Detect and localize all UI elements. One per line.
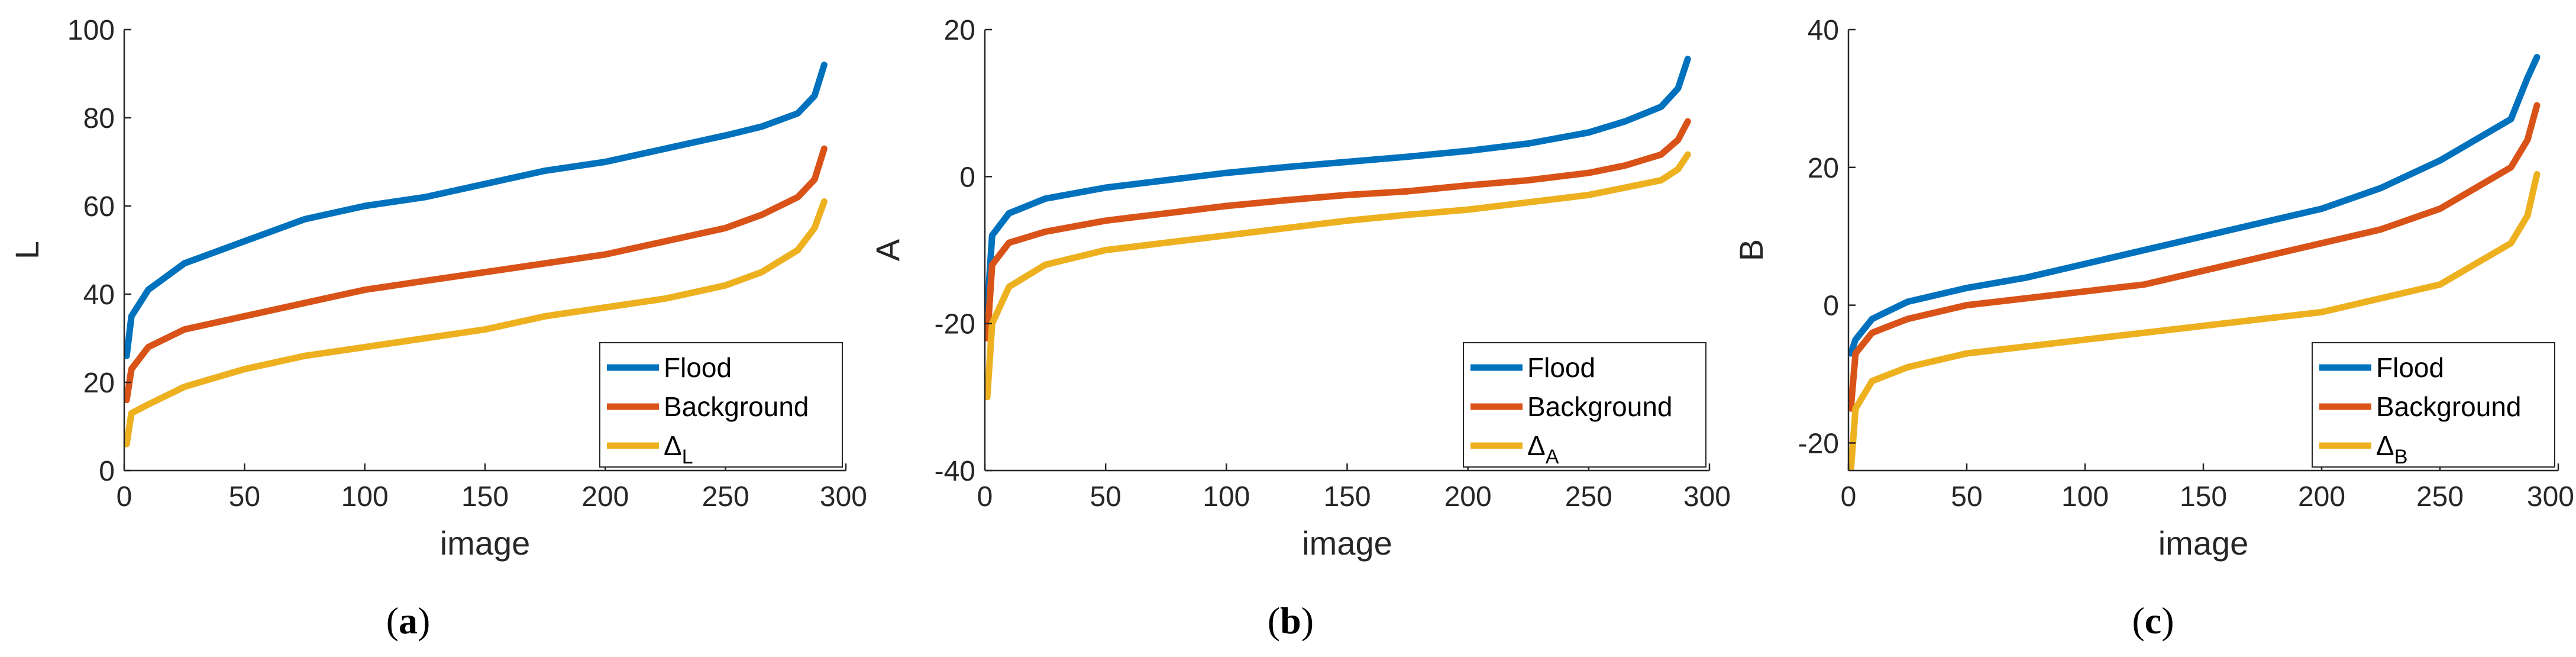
caption-open: (	[386, 600, 399, 642]
caption-close: )	[2161, 600, 2174, 642]
series-line-delta	[124, 198, 828, 447]
y-tick-label: 20	[944, 15, 975, 46]
x-tick-label: 100	[2061, 481, 2109, 513]
legend-delta-symbol: Δ	[1527, 430, 1546, 461]
series-line-flood	[124, 62, 828, 359]
x-tick-label: 0	[977, 481, 993, 513]
caption-open: (	[2132, 600, 2144, 642]
chart-panel-b: 0 50 100 150 200 250 300 -40 -20 0 20 image A Flood Ba…	[869, 15, 1731, 642]
y-tick-label: 100	[67, 15, 115, 46]
caption-letter: a	[399, 600, 418, 642]
x-tick-label: 100	[1203, 481, 1250, 513]
legend-entry-background: Background	[2376, 391, 2522, 422]
subfigure-caption: (c)	[2132, 600, 2174, 642]
x-tick-label: 250	[2416, 481, 2464, 513]
chart-panel-a: 0 50 100 150 200 250 300020406080100imageLFloo…	[8, 15, 867, 642]
chart-panel-c: 0 50 100 150 200 250 300-2002040imageBFloodBac…	[1733, 15, 2574, 642]
series-line-background	[1848, 102, 2541, 412]
x-tick-label: 200	[1444, 481, 1492, 513]
legend-subscript: L	[682, 446, 693, 468]
legend: Flood Background ΔA	[1463, 342, 1706, 468]
y-tick-label: 40	[1808, 15, 1839, 46]
y-tick-label: -40	[935, 456, 975, 487]
series-line-delta	[1848, 171, 2541, 471]
caption-open: (	[1268, 600, 1280, 642]
caption-letter: c	[2145, 600, 2161, 642]
x-tick-label: 50	[229, 481, 260, 513]
subfigure-caption: (a)	[386, 600, 431, 642]
legend-delta-symbol: Δ	[2376, 430, 2394, 461]
series-group	[1848, 54, 2541, 471]
legend-subscript: B	[2394, 446, 2408, 468]
x-tick-label: 0	[117, 481, 132, 513]
legend-entry-flood: Flood	[2376, 352, 2444, 383]
y-tick-label: 0	[1823, 291, 1839, 322]
series-group	[985, 56, 1691, 401]
x-axis-label: image	[440, 524, 531, 562]
legend-entry-background: Background	[664, 391, 809, 422]
x-tick-label: 300	[1683, 481, 1731, 513]
x-tick-label: 150	[461, 481, 509, 513]
series-line-flood	[1848, 54, 2541, 357]
legend-entry-delta: ΔL	[664, 430, 693, 468]
series-group	[124, 62, 828, 447]
x-tick-label: 300	[2527, 481, 2574, 513]
y-tick-label: 20	[83, 368, 115, 399]
y-tick-label: 40	[83, 279, 115, 311]
x-tick-label: 300	[820, 481, 867, 513]
y-tick-label: 0	[959, 162, 975, 193]
x-tick-label: 200	[2298, 481, 2345, 513]
caption-close: )	[1301, 600, 1314, 642]
legend-entry-background: Background	[1527, 391, 1673, 422]
legend-entry-flood: Flood	[1527, 352, 1595, 383]
x-tick-label: 150	[2180, 481, 2227, 513]
y-axis-label: B	[1733, 239, 1770, 261]
y-tick-label: 80	[83, 103, 115, 134]
y-tick-label: 0	[99, 456, 115, 487]
legend: Flood Background ΔB	[2312, 342, 2555, 468]
x-axis-label: image	[1302, 524, 1392, 562]
legend-entry-delta: ΔB	[2376, 430, 2407, 468]
x-tick-label: 50	[1090, 481, 1121, 513]
legend-entry-flood: Flood	[664, 352, 732, 383]
legend: Flood Background ΔL	[599, 342, 843, 468]
legend-delta-symbol: Δ	[664, 430, 682, 461]
y-axis-label: A	[869, 239, 906, 261]
series-line-background	[124, 145, 828, 404]
series-line-background	[985, 118, 1691, 342]
y-axis-label: L	[8, 241, 46, 259]
y-tick-label: 60	[83, 191, 115, 223]
caption-letter: b	[1280, 600, 1301, 642]
y-tick-label: -20	[935, 309, 975, 340]
x-tick-label: 100	[341, 481, 389, 513]
series-line-delta	[985, 151, 1691, 401]
x-tick-label: 0	[1841, 481, 1857, 513]
x-tick-label: 50	[1951, 481, 1982, 513]
y-tick-label: 20	[1808, 153, 1839, 184]
x-tick-label: 250	[1565, 481, 1612, 513]
series-line-flood	[985, 56, 1691, 313]
legend-subscript: A	[1546, 446, 1559, 468]
x-tick-label: 150	[1323, 481, 1371, 513]
subfigure-caption: (b)	[1268, 600, 1314, 642]
caption-close: )	[418, 600, 430, 642]
legend-entry-delta: ΔA	[1527, 430, 1559, 468]
x-tick-label: 200	[581, 481, 629, 513]
x-axis-label: image	[2158, 524, 2249, 562]
y-tick-label: -20	[1798, 428, 1839, 459]
x-tick-label: 250	[702, 481, 749, 513]
